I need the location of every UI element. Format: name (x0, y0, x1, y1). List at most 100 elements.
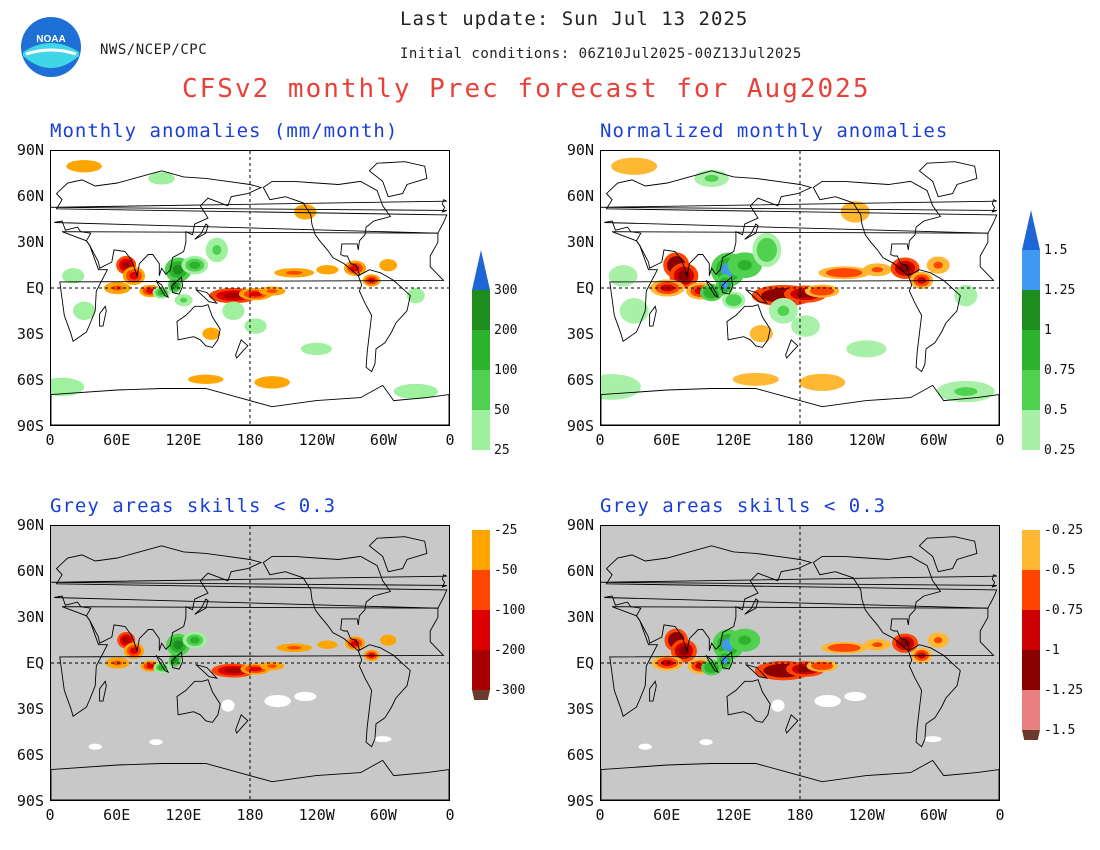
lat-label: EQ (575, 279, 594, 297)
colorbar-block (472, 570, 490, 610)
colorbar-label: 50 (494, 403, 510, 418)
lon-label: 0 (595, 431, 605, 449)
panel-title-norm: Normalized monthly anomalies (600, 120, 949, 142)
lat-label: 30N (566, 608, 594, 626)
lon-label: 60W (919, 431, 947, 449)
colorbar-block (1022, 530, 1040, 570)
colorbar-bottom-arrow (1022, 730, 1040, 740)
noaa-logo-icon: NOAA (21, 17, 81, 77)
colorbar-block (1022, 650, 1040, 690)
lat-label: 60N (566, 187, 594, 205)
map-norm-skill-svg (601, 526, 999, 800)
colorbar-block (1022, 410, 1040, 450)
colorbar-block (472, 370, 490, 410)
last-update: Last update: Sun Jul 13 2025 (400, 8, 749, 30)
lon-label: 60W (919, 806, 947, 824)
colorbar-label: -300 (494, 683, 525, 698)
colorbar-label: -50 (494, 563, 517, 578)
colorbar-block (472, 330, 490, 370)
colorbar-label: -100 (494, 603, 525, 618)
colorbar-label: 300 (494, 283, 517, 298)
lat-label: 30S (16, 325, 44, 343)
panel-title-norm-skill: Grey areas skills < 0.3 (600, 495, 887, 517)
colorbar-anom-svg: 300 200 100 50 25 -25 -50 -100 -200 -300 (472, 250, 525, 700)
lon-label: 60E (103, 431, 131, 449)
lon-label: 120E (715, 806, 752, 824)
colorbar-block (472, 410, 490, 450)
lon-label: 0 (995, 431, 1005, 449)
colorbar-block (472, 490, 490, 530)
lon-label: 0 (445, 431, 455, 449)
colorbar-block (1022, 370, 1040, 410)
colorbar-label: 200 (494, 323, 517, 338)
map-anom (50, 150, 450, 426)
colorbar-block (1022, 450, 1040, 490)
initial-conditions: Initial conditions: 06Z10Jul2025-00Z13Ju… (400, 46, 802, 62)
lat-label: 60N (16, 187, 44, 205)
colorbar-top-arrow (1022, 210, 1040, 250)
lon-label: 180 (786, 806, 814, 824)
lon-label: 180 (236, 431, 264, 449)
colorbar-label: -0.25 (1044, 523, 1083, 538)
lat-label: 30N (16, 608, 44, 626)
colorbar-label: 1.5 (1044, 243, 1067, 258)
colorbar-label: 100 (494, 363, 517, 378)
lon-label: 180 (786, 431, 814, 449)
colorbar-block (472, 450, 490, 490)
lon-label: 120W (848, 806, 885, 824)
panel-title-anom: Monthly anomalies (mm/month) (50, 120, 399, 142)
map-anom-skill (50, 525, 450, 801)
lon-label: 120E (165, 431, 202, 449)
map-norm (600, 150, 1000, 426)
lat-label: 90N (16, 141, 44, 159)
lat-label: 30N (566, 233, 594, 251)
map-norm-svg (601, 151, 999, 425)
colorbar-anom: 300 200 100 50 25 -25 -50 -100 -200 -300 (470, 250, 530, 700)
lat-label: 90S (566, 417, 594, 435)
colorbar-label: 0.75 (1044, 363, 1075, 378)
lat-label: EQ (25, 279, 44, 297)
lat-label: 90S (16, 792, 44, 810)
colorbar-block (1022, 330, 1040, 370)
lon-label: 0 (45, 806, 55, 824)
colorbar-block (472, 610, 490, 650)
colorbar-bottom-arrow (472, 690, 490, 700)
colorbar-label: -25 (494, 523, 517, 538)
colorbar-label: 25 (494, 443, 510, 458)
lon-label: 60E (653, 431, 681, 449)
colorbar-block (1022, 570, 1040, 610)
noaa-logo: NOAA (20, 16, 82, 78)
lon-label: 120W (298, 806, 335, 824)
colorbar-label: -200 (494, 643, 525, 658)
colorbar-label: -1.5 (1044, 723, 1075, 738)
colorbar-block (472, 650, 490, 690)
colorbar-block (1022, 690, 1040, 730)
lat-label: 90S (566, 792, 594, 810)
colorbar-label: -1 (1044, 643, 1060, 658)
lon-label: 120E (165, 806, 202, 824)
lat-label: 60S (566, 746, 594, 764)
colorbar-block (1022, 250, 1040, 290)
lon-label: 0 (45, 431, 55, 449)
lat-label: 60S (16, 746, 44, 764)
lat-label: 60S (566, 371, 594, 389)
svg-text:NOAA: NOAA (36, 34, 65, 45)
lat-label: 90S (16, 417, 44, 435)
map-norm-skill (600, 525, 1000, 801)
lat-label: 60S (16, 371, 44, 389)
lat-label: 30N (16, 233, 44, 251)
lon-label: 60E (103, 806, 131, 824)
lat-label: 60N (566, 562, 594, 580)
lat-label: EQ (25, 654, 44, 672)
colorbar-label: 0.25 (1044, 443, 1075, 458)
map-anom-skill-svg (51, 526, 449, 800)
colorbar-block (472, 290, 490, 330)
colorbar-norm-svg: 1.5 1.25 1 0.75 0.5 0.25 -0.25 -0.5 -0.75 -1 -1.25… (1022, 210, 1083, 740)
colorbar-top-arrow (472, 250, 490, 290)
lat-label: 30S (566, 700, 594, 718)
colorbar-label: 1.25 (1044, 283, 1075, 298)
lat-label: EQ (575, 654, 594, 672)
colorbar-block (472, 530, 490, 570)
lat-label: 60N (16, 562, 44, 580)
panel-title-anom-skill: Grey areas skills < 0.3 (50, 495, 337, 517)
